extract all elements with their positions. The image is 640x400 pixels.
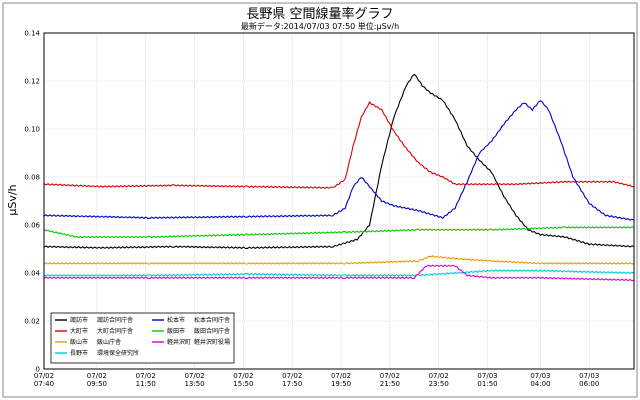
x-tick-date: 07/03 bbox=[530, 372, 550, 380]
legend-name: 長野市 bbox=[70, 349, 88, 357]
legend-site: 松本合同庁舎 bbox=[194, 316, 230, 324]
legend-name: 大町市 bbox=[70, 327, 88, 335]
x-tick-time: 07:40 bbox=[34, 380, 54, 388]
y-tick-label: 0.12 bbox=[24, 78, 40, 86]
y-tick-label: 0.10 bbox=[24, 126, 40, 134]
x-tick-date: 07/02 bbox=[429, 372, 449, 380]
series-line bbox=[43, 269, 635, 277]
legend-name: 松本市 bbox=[167, 316, 185, 324]
legend-name: 飯山市 bbox=[70, 338, 88, 346]
series-line bbox=[43, 100, 635, 221]
series-line bbox=[43, 264, 635, 282]
y-axis-ticks: 0 0.02 0.04 0.06 0.08 0.10 0.12 0.14 bbox=[24, 30, 40, 374]
series-line bbox=[43, 255, 635, 265]
series-line bbox=[43, 226, 635, 239]
x-tick-time: 11:50 bbox=[136, 380, 156, 388]
x-tick-time: 17:50 bbox=[282, 380, 302, 388]
chart-subtitle: 最新データ:2014/07/03 07:50 単位:μSv/h bbox=[241, 21, 399, 31]
series-line bbox=[43, 73, 635, 250]
legend-site: 環境保全研究所 bbox=[97, 349, 139, 357]
legend-site: 大町合同庁舎 bbox=[97, 327, 133, 335]
x-tick-time: 01:50 bbox=[477, 380, 497, 388]
x-tick-date: 07/02 bbox=[331, 372, 351, 380]
x-tick-date: 07/02 bbox=[136, 372, 156, 380]
x-tick-date: 07/03 bbox=[579, 372, 599, 380]
y-tick-label: 0.14 bbox=[24, 30, 40, 38]
x-tick-time: 04:00 bbox=[530, 380, 550, 388]
y-tick-label: 0.04 bbox=[24, 270, 40, 278]
legend-site: 諏訪合同庁舎 bbox=[97, 316, 133, 324]
y-tick-label: 0 bbox=[36, 366, 40, 374]
y-tick-label: 0.06 bbox=[24, 222, 40, 230]
x-tick-time: 23:50 bbox=[429, 380, 449, 388]
y-axis-label: μSv/h bbox=[6, 184, 19, 215]
y-tick-label: 0.08 bbox=[24, 174, 40, 182]
x-tick-date: 07/02 bbox=[233, 372, 253, 380]
x-tick-date: 07/02 bbox=[87, 372, 107, 380]
legend-site: 軽井沢町役場 bbox=[194, 338, 230, 346]
x-tick-time: 21:50 bbox=[380, 380, 400, 388]
legend-site: 飯田合同庁舎 bbox=[194, 327, 230, 335]
legend-box bbox=[50, 312, 235, 364]
x-tick-time: 13:50 bbox=[184, 380, 204, 388]
y-tick-label: 0.02 bbox=[24, 318, 40, 326]
legend-site: 飯山庁舎 bbox=[97, 338, 121, 346]
x-tick-time: 19:50 bbox=[331, 380, 351, 388]
x-tick-time: 06:00 bbox=[579, 380, 599, 388]
series-lines bbox=[43, 73, 635, 282]
x-tick-date: 07/02 bbox=[282, 372, 302, 380]
x-tick-date: 07/02 bbox=[34, 372, 54, 380]
x-tick-time: 09:50 bbox=[87, 380, 107, 388]
x-tick-date: 07/02 bbox=[184, 372, 204, 380]
legend-name: 飯田市 bbox=[167, 327, 185, 335]
x-axis-ticks: 07/0207:4007/0209:5007/0211:5007/0213:50… bbox=[34, 372, 599, 388]
legend-name: 諏訪市 bbox=[70, 316, 88, 324]
series-line bbox=[43, 100, 635, 189]
chart-title: 長野県 空間線量率グラフ bbox=[246, 6, 393, 22]
plot-border bbox=[43, 32, 635, 370]
legend-name: 軽井沢町 bbox=[167, 338, 191, 346]
x-tick-date: 07/02 bbox=[380, 372, 400, 380]
x-tick-time: 15:50 bbox=[233, 380, 253, 388]
x-tick-date: 07/03 bbox=[477, 372, 497, 380]
